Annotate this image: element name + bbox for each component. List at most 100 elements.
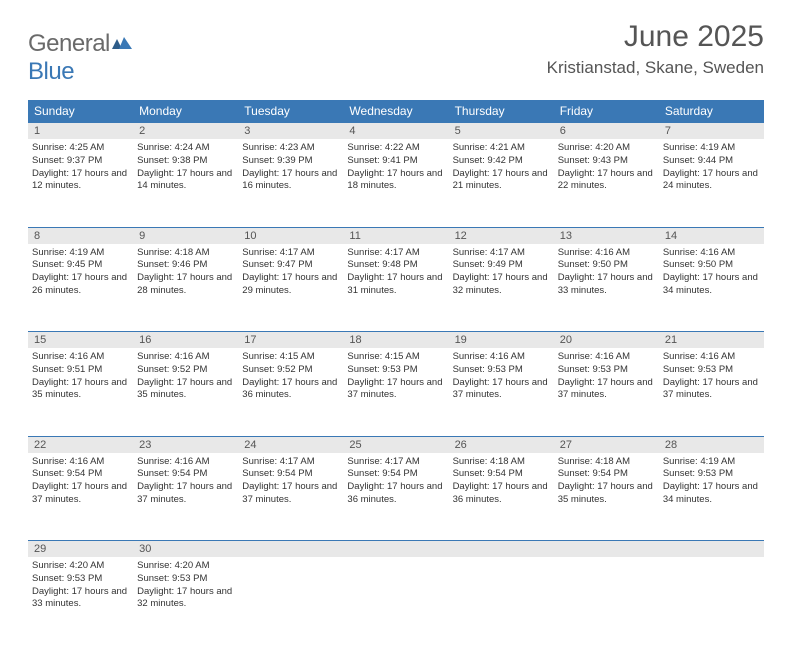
day-content bbox=[554, 557, 659, 566]
day-cell: Sunrise: 4:15 AMSunset: 9:52 PMDaylight:… bbox=[238, 348, 343, 436]
daynum-cell: 2 bbox=[133, 123, 238, 140]
sunrise-text: Sunrise: 4:19 AM bbox=[663, 142, 760, 155]
daylight-text: Daylight: 17 hours and 36 minutes. bbox=[242, 377, 339, 403]
day-number: 2 bbox=[133, 123, 238, 139]
day-content: Sunrise: 4:17 AMSunset: 9:54 PMDaylight:… bbox=[238, 453, 343, 513]
daynum-cell: 30 bbox=[133, 541, 238, 558]
day-content: Sunrise: 4:16 AMSunset: 9:50 PMDaylight:… bbox=[659, 244, 764, 304]
sunset-text: Sunset: 9:50 PM bbox=[663, 259, 760, 272]
daynum-cell: 5 bbox=[449, 123, 554, 140]
sunrise-text: Sunrise: 4:16 AM bbox=[663, 351, 760, 364]
sunset-text: Sunset: 9:42 PM bbox=[453, 155, 550, 168]
day-number: 27 bbox=[554, 437, 659, 453]
day-content: Sunrise: 4:16 AMSunset: 9:54 PMDaylight:… bbox=[133, 453, 238, 513]
day-number: 12 bbox=[449, 228, 554, 244]
day-cell: Sunrise: 4:17 AMSunset: 9:48 PMDaylight:… bbox=[343, 244, 448, 332]
daynum-cell: 12 bbox=[449, 227, 554, 244]
day-content: Sunrise: 4:15 AMSunset: 9:52 PMDaylight:… bbox=[238, 348, 343, 408]
day-cell: Sunrise: 4:19 AMSunset: 9:44 PMDaylight:… bbox=[659, 139, 764, 227]
day-number: 19 bbox=[449, 332, 554, 348]
day-cell bbox=[343, 557, 448, 645]
day-cell: Sunrise: 4:24 AMSunset: 9:38 PMDaylight:… bbox=[133, 139, 238, 227]
daynum-cell: 6 bbox=[554, 123, 659, 140]
day-cell bbox=[659, 557, 764, 645]
logo: GeneralBlue bbox=[28, 20, 134, 86]
daylight-text: Daylight: 17 hours and 12 minutes. bbox=[32, 168, 129, 194]
daynum-cell: 29 bbox=[28, 541, 133, 558]
day-content: Sunrise: 4:25 AMSunset: 9:37 PMDaylight:… bbox=[28, 139, 133, 199]
daynum-cell: 8 bbox=[28, 227, 133, 244]
day-number: 20 bbox=[554, 332, 659, 348]
day-content: Sunrise: 4:16 AMSunset: 9:51 PMDaylight:… bbox=[28, 348, 133, 408]
sunset-text: Sunset: 9:48 PM bbox=[347, 259, 444, 272]
logo-text: GeneralBlue bbox=[28, 30, 134, 86]
daynum-row: 15161718192021 bbox=[28, 332, 764, 349]
daynum-cell: 7 bbox=[659, 123, 764, 140]
sunrise-text: Sunrise: 4:18 AM bbox=[453, 456, 550, 469]
day-number: 24 bbox=[238, 437, 343, 453]
day-content: Sunrise: 4:17 AMSunset: 9:48 PMDaylight:… bbox=[343, 244, 448, 304]
daynum-cell: 3 bbox=[238, 123, 343, 140]
daynum-row: 1234567 bbox=[28, 123, 764, 140]
day-content: Sunrise: 4:19 AMSunset: 9:45 PMDaylight:… bbox=[28, 244, 133, 304]
day-cell: Sunrise: 4:16 AMSunset: 9:52 PMDaylight:… bbox=[133, 348, 238, 436]
day-content: Sunrise: 4:17 AMSunset: 9:49 PMDaylight:… bbox=[449, 244, 554, 304]
day-cell: Sunrise: 4:16 AMSunset: 9:53 PMDaylight:… bbox=[659, 348, 764, 436]
day-number: 26 bbox=[449, 437, 554, 453]
day-number: 29 bbox=[28, 541, 133, 557]
day-cell: Sunrise: 4:17 AMSunset: 9:54 PMDaylight:… bbox=[343, 453, 448, 541]
sunset-text: Sunset: 9:38 PM bbox=[137, 155, 234, 168]
day-number: 5 bbox=[449, 123, 554, 139]
day-number: 14 bbox=[659, 228, 764, 244]
daynum-cell: 18 bbox=[343, 332, 448, 349]
day-content: Sunrise: 4:18 AMSunset: 9:54 PMDaylight:… bbox=[449, 453, 554, 513]
sunset-text: Sunset: 9:53 PM bbox=[558, 364, 655, 377]
daynum-cell: 24 bbox=[238, 436, 343, 453]
sunrise-text: Sunrise: 4:16 AM bbox=[32, 456, 129, 469]
day-cell: Sunrise: 4:20 AMSunset: 9:53 PMDaylight:… bbox=[133, 557, 238, 645]
sunrise-text: Sunrise: 4:17 AM bbox=[347, 456, 444, 469]
day-content: Sunrise: 4:22 AMSunset: 9:41 PMDaylight:… bbox=[343, 139, 448, 199]
day-content: Sunrise: 4:24 AMSunset: 9:38 PMDaylight:… bbox=[133, 139, 238, 199]
day-number: 10 bbox=[238, 228, 343, 244]
daylight-text: Daylight: 17 hours and 34 minutes. bbox=[663, 481, 760, 507]
sunset-text: Sunset: 9:54 PM bbox=[558, 468, 655, 481]
sunrise-text: Sunrise: 4:16 AM bbox=[453, 351, 550, 364]
day-cell: Sunrise: 4:16 AMSunset: 9:54 PMDaylight:… bbox=[28, 453, 133, 541]
daycontent-row: Sunrise: 4:16 AMSunset: 9:54 PMDaylight:… bbox=[28, 453, 764, 541]
day-number: 28 bbox=[659, 437, 764, 453]
day-number: 11 bbox=[343, 228, 448, 244]
sunset-text: Sunset: 9:53 PM bbox=[347, 364, 444, 377]
month-title: June 2025 bbox=[547, 20, 764, 54]
day-cell: Sunrise: 4:18 AMSunset: 9:54 PMDaylight:… bbox=[449, 453, 554, 541]
daynum-cell: 25 bbox=[343, 436, 448, 453]
daylight-text: Daylight: 17 hours and 37 minutes. bbox=[663, 377, 760, 403]
daylight-text: Daylight: 17 hours and 36 minutes. bbox=[347, 481, 444, 507]
daylight-text: Daylight: 17 hours and 36 minutes. bbox=[453, 481, 550, 507]
daynum-cell: 26 bbox=[449, 436, 554, 453]
daynum-cell: 16 bbox=[133, 332, 238, 349]
day-content: Sunrise: 4:16 AMSunset: 9:50 PMDaylight:… bbox=[554, 244, 659, 304]
daylight-text: Daylight: 17 hours and 35 minutes. bbox=[137, 377, 234, 403]
day-cell: Sunrise: 4:15 AMSunset: 9:53 PMDaylight:… bbox=[343, 348, 448, 436]
sunrise-text: Sunrise: 4:16 AM bbox=[663, 247, 760, 260]
day-cell: Sunrise: 4:16 AMSunset: 9:50 PMDaylight:… bbox=[554, 244, 659, 332]
daylight-text: Daylight: 17 hours and 37 minutes. bbox=[242, 481, 339, 507]
calendar-body: 1234567Sunrise: 4:25 AMSunset: 9:37 PMDa… bbox=[28, 123, 764, 645]
sunrise-text: Sunrise: 4:20 AM bbox=[32, 560, 129, 573]
day-content: Sunrise: 4:20 AMSunset: 9:53 PMDaylight:… bbox=[133, 557, 238, 617]
logo-flag-icon bbox=[112, 30, 134, 58]
daycontent-row: Sunrise: 4:20 AMSunset: 9:53 PMDaylight:… bbox=[28, 557, 764, 645]
daynum-cell: . bbox=[554, 541, 659, 558]
day-content: Sunrise: 4:20 AMSunset: 9:53 PMDaylight:… bbox=[28, 557, 133, 617]
sunset-text: Sunset: 9:54 PM bbox=[32, 468, 129, 481]
day-content: Sunrise: 4:16 AMSunset: 9:54 PMDaylight:… bbox=[28, 453, 133, 513]
sunrise-text: Sunrise: 4:15 AM bbox=[242, 351, 339, 364]
daynum-cell: 21 bbox=[659, 332, 764, 349]
sunrise-text: Sunrise: 4:16 AM bbox=[32, 351, 129, 364]
sunrise-text: Sunrise: 4:17 AM bbox=[242, 247, 339, 260]
daynum-cell: 23 bbox=[133, 436, 238, 453]
daylight-text: Daylight: 17 hours and 32 minutes. bbox=[453, 272, 550, 298]
sunset-text: Sunset: 9:53 PM bbox=[663, 468, 760, 481]
daylight-text: Daylight: 17 hours and 31 minutes. bbox=[347, 272, 444, 298]
